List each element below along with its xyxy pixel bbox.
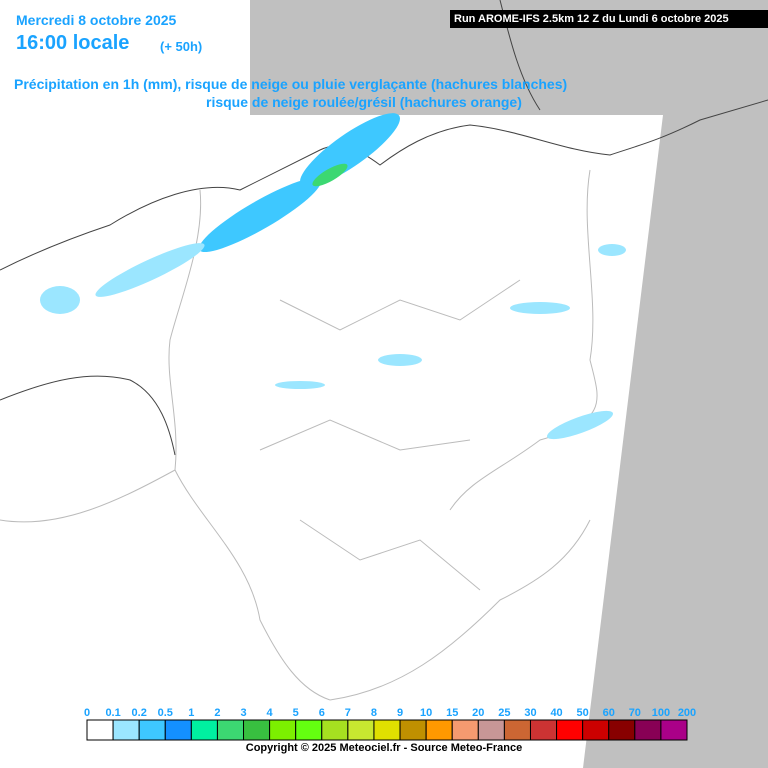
legend-label: 25 [498, 707, 510, 719]
legend-swatch [190, 719, 218, 741]
lead-time: (+ 50h) [160, 39, 203, 54]
legend-label: 0.2 [132, 707, 147, 719]
legend-swatch [86, 719, 114, 741]
legend-label: 30 [524, 707, 536, 719]
legend-label: 100 [652, 707, 670, 719]
legend-swatch [373, 719, 401, 741]
borders [0, 169, 598, 701]
legend-swatch [112, 719, 140, 741]
rain-area [275, 381, 325, 389]
legend-label: 1 [188, 707, 194, 719]
legend-label: 6 [319, 707, 325, 719]
legend-label: 4 [267, 707, 274, 719]
legend-label: 40 [550, 707, 562, 719]
legend-swatch [425, 719, 453, 741]
legend-swatch [477, 719, 505, 741]
legend-swatch [138, 719, 166, 741]
legend-swatch [164, 719, 192, 741]
legend-swatch [451, 719, 479, 741]
legend-swatch [243, 719, 271, 741]
rain-area [598, 244, 626, 256]
legend-swatch [216, 719, 245, 741]
date: Mercredi 8 octobre 2025 [16, 12, 177, 28]
copyright: Copyright © 2025 Meteociel.fr - Source M… [245, 742, 523, 754]
outside-domain [250, 0, 768, 768]
legend: 0 0.1 0.2 0.5 1 2 3 4 5 6 7 8 9 10 15 20 25 30 40 50 60 70 100… [84, 707, 696, 741]
legend-label: 0.1 [105, 707, 120, 719]
legend-swatch [556, 719, 584, 741]
legend-label: 5 [293, 707, 299, 719]
legend-label: 9 [397, 707, 403, 719]
legend-label: 15 [446, 707, 458, 719]
run-info: Run AROME-IFS 2.5km 12 Z du Lundi 6 octo… [450, 10, 768, 28]
legend-label: 60 [603, 707, 615, 719]
legend-swatch [269, 719, 297, 741]
legend-swatch [295, 719, 323, 741]
legend-label: 10 [420, 707, 432, 719]
legend-swatch [321, 719, 349, 741]
legend-swatch [634, 719, 662, 741]
legend-swatch [608, 719, 636, 741]
legend-label: 200 [678, 707, 696, 719]
legend-swatch [399, 719, 427, 741]
legend-label: 0 [84, 707, 90, 719]
subtitle: risque de neige roulée/grésil (hachures … [206, 94, 522, 110]
legend-swatch [347, 719, 375, 741]
subtitle: Précipitation en 1h (mm), risque de neig… [14, 76, 568, 92]
rain-area [40, 286, 80, 314]
legend-label: 8 [371, 707, 377, 719]
precipitation [40, 113, 626, 440]
time: 16:00 locale [16, 32, 130, 54]
legend-label: 2 [214, 707, 220, 719]
legend-swatch [503, 719, 531, 741]
rain-area [378, 354, 422, 366]
legend-label: 7 [345, 707, 351, 719]
rain-area [510, 302, 570, 314]
legend-label: 70 [629, 707, 641, 719]
legend-label: 0.5 [158, 707, 173, 719]
legend-label: 3 [240, 707, 246, 719]
legend-label: 20 [472, 707, 484, 719]
legend-label: 50 [577, 707, 589, 719]
legend-swatch [582, 719, 610, 741]
legend-swatch [660, 719, 688, 741]
rain-area [546, 410, 614, 440]
legend-swatch [529, 719, 558, 741]
rain-area [198, 177, 322, 253]
rain-area [95, 243, 205, 297]
rain-area [300, 113, 400, 187]
rain-area [312, 163, 348, 187]
